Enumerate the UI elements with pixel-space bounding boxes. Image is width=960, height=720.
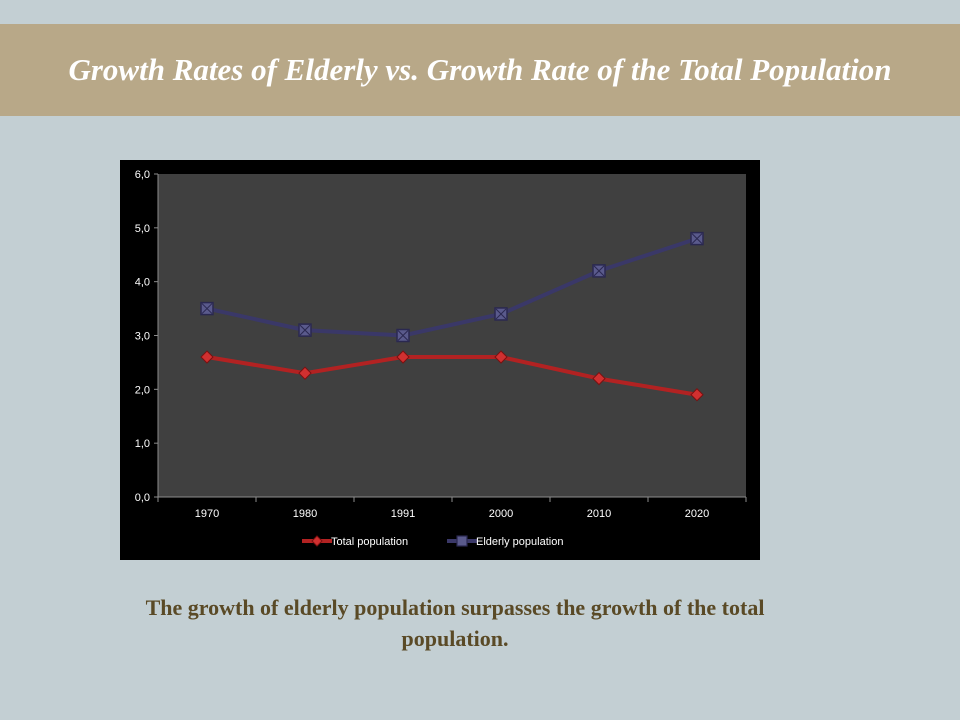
y-tick-label: 0,0 bbox=[135, 492, 150, 504]
series-line-2 bbox=[206, 236, 698, 338]
data-point bbox=[592, 371, 606, 386]
legend-label: Elderly population bbox=[476, 536, 563, 548]
y-tick-label: 3,0 bbox=[135, 331, 150, 343]
data-point bbox=[690, 388, 704, 402]
data-point-detail bbox=[495, 308, 507, 320]
legend-swatch-marker bbox=[456, 535, 468, 547]
title-band: Growth Rates of Elderly vs. Growth Rate … bbox=[0, 24, 960, 116]
y-tick-label: 2,0 bbox=[135, 384, 150, 396]
data-point-detail bbox=[201, 303, 213, 314]
data-point bbox=[494, 350, 508, 364]
x-tick-label: 2010 bbox=[587, 508, 611, 520]
slide-title: Growth Rates of Elderly vs. Growth Rate … bbox=[68, 52, 892, 87]
data-point bbox=[200, 350, 214, 364]
data-point-detail bbox=[397, 330, 409, 341]
legend-swatch-marker bbox=[311, 535, 323, 547]
line-chart: 0,0 1,0 2,0 3,0 4,0 5,0 6,0 1970 1980 1991 2000 201… bbox=[120, 160, 760, 560]
y-tick-label: 1,0 bbox=[135, 438, 150, 450]
data-point-detail bbox=[593, 265, 605, 277]
data-point-detail bbox=[299, 324, 311, 336]
chart-svg: 0,0 1,0 2,0 3,0 4,0 5,0 6,0 1970 1980 1991 2000 201… bbox=[135, 169, 747, 548]
y-tick-label: 5,0 bbox=[135, 223, 150, 235]
data-point-detail bbox=[691, 233, 703, 244]
slide-caption: The growth of elderly population surpass… bbox=[145, 595, 765, 651]
y-tick-label: 4,0 bbox=[135, 277, 150, 289]
series-line-1 bbox=[206, 355, 698, 397]
x-tick-label: 2020 bbox=[685, 508, 709, 520]
legend-label: Total population bbox=[331, 536, 408, 548]
x-tick-label: 1970 bbox=[195, 508, 219, 520]
data-point bbox=[396, 350, 410, 364]
plot-area bbox=[158, 174, 746, 497]
data-point bbox=[298, 366, 312, 380]
x-tick-label: 1991 bbox=[391, 508, 415, 520]
y-tick-label: 6,0 bbox=[135, 169, 150, 181]
x-tick-label: 1980 bbox=[293, 508, 317, 520]
x-tick-label: 2000 bbox=[489, 508, 513, 520]
